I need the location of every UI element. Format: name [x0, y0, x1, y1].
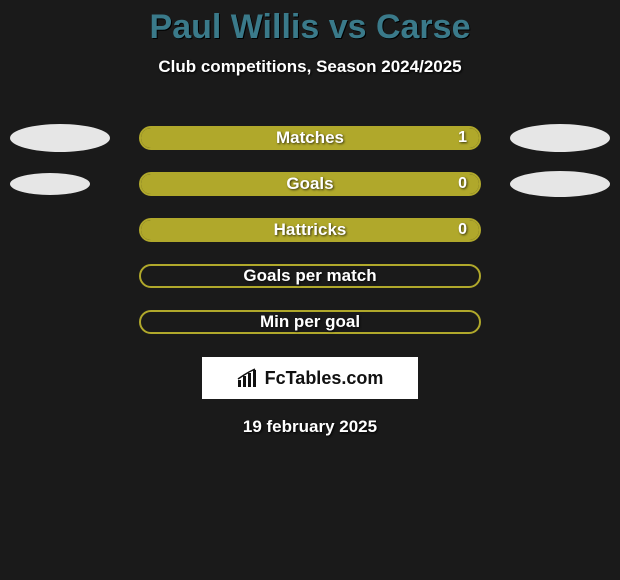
stat-value: 0	[458, 175, 467, 193]
date-line: 19 february 2025	[0, 417, 620, 437]
stat-row: Hattricks 0	[0, 207, 620, 253]
stat-row: Min per goal	[0, 299, 620, 345]
brand-chart-icon	[237, 368, 259, 388]
stat-value: 0	[458, 221, 467, 239]
stat-label: Hattricks	[274, 220, 347, 240]
player-right-ellipse	[510, 124, 610, 152]
stat-label: Goals	[286, 174, 333, 194]
stat-row: Goals per match	[0, 253, 620, 299]
subtitle: Club competitions, Season 2024/2025	[0, 57, 620, 77]
stat-bar: Hattricks 0	[139, 218, 481, 242]
page-title: Paul Willis vs Carse	[0, 0, 620, 47]
player-left-ellipse	[10, 173, 90, 195]
brand-text: FcTables.com	[265, 368, 384, 389]
stat-value: 1	[458, 129, 467, 147]
stats-area: Matches 1 Goals 0 Hattricks 0 Goals per match M…	[0, 115, 620, 345]
stat-bar: Matches 1	[139, 126, 481, 150]
player-left-ellipse	[10, 124, 110, 152]
stat-row: Matches 1	[0, 115, 620, 161]
stat-label: Matches	[276, 128, 344, 148]
brand-box: FcTables.com	[202, 357, 418, 399]
stat-bar: Min per goal	[139, 310, 481, 334]
stat-label: Goals per match	[243, 266, 376, 286]
stat-row: Goals 0	[0, 161, 620, 207]
stat-bar: Goals 0	[139, 172, 481, 196]
stat-bar: Goals per match	[139, 264, 481, 288]
stat-label: Min per goal	[260, 312, 360, 332]
player-right-ellipse	[510, 171, 610, 197]
